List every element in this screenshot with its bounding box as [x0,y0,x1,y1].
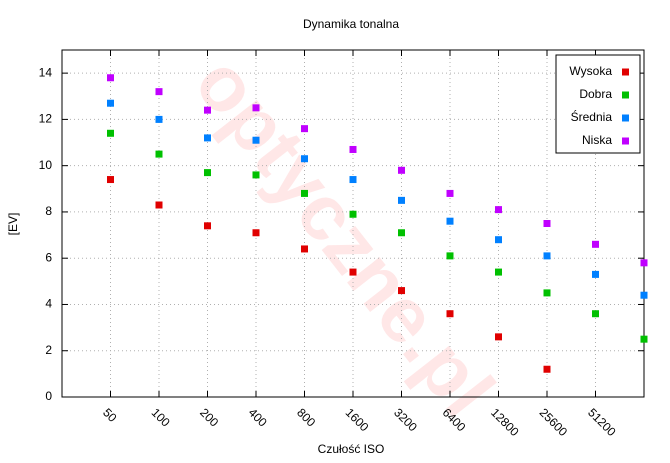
point [495,236,502,244]
point [252,104,260,112]
point [107,176,114,184]
y-axis-label: [EV] [6,213,20,236]
legend-label: Wysoka [569,64,612,78]
x-tick-label: 12800 [488,405,522,439]
point [543,252,551,260]
point [398,287,405,295]
point [349,145,357,153]
y-tick-label: 12 [39,112,53,126]
point [446,189,454,197]
point [252,229,260,237]
point [592,240,599,248]
point [301,189,308,197]
point [398,196,405,204]
legend-label: Niska [582,133,612,147]
x-tick-label: 25600 [537,405,571,439]
y-tick-label: 0 [45,389,52,403]
legend-label: Dobra [579,87,612,101]
plot-frame [61,49,645,398]
legend-swatch [622,114,629,122]
y-tick-label: 14 [39,65,53,79]
point [301,245,308,253]
point [398,166,405,174]
point [107,129,114,137]
point [155,115,163,123]
y-tick-label: 6 [45,250,52,264]
point [155,150,163,158]
chart-title: Dynamika tonalna [303,17,399,31]
point [107,99,114,107]
x-axis-label: Czułość ISO [318,442,385,456]
point [349,268,357,276]
legend-label: Średnia [571,109,613,124]
x-tick-label: 3200 [391,405,420,434]
y-tick-label: 8 [45,204,52,218]
y-tick-label: 4 [45,297,52,311]
point [592,270,599,278]
x-tick-label: 1600 [343,405,372,434]
point [592,310,599,318]
legend-swatch [622,137,629,145]
legend-swatch [622,91,629,99]
x-tick-label: 400 [246,405,270,429]
x-tick-label: 50 [100,405,120,425]
point [640,291,648,299]
point [398,229,405,237]
point [543,220,551,227]
x-tick-label: 51200 [585,405,619,439]
point [446,217,454,225]
point [204,134,211,142]
point [446,252,454,260]
point [446,310,454,318]
y-tick-label: 10 [39,158,53,172]
x-tick-label: 100 [149,405,173,429]
point [640,335,648,343]
point [155,201,163,209]
point [543,365,551,373]
point [252,171,260,179]
point [495,333,502,341]
point [301,155,308,163]
point [640,259,648,267]
point [155,88,163,96]
point [204,106,211,114]
legend-swatch [622,68,629,76]
point [543,289,551,297]
watermark: optyczne.pl [178,40,511,432]
point [107,74,114,82]
point [204,222,211,230]
x-tick-label: 800 [294,405,318,429]
point [495,206,502,214]
point [301,125,308,133]
x-tick-label: 200 [197,405,221,429]
point [204,169,211,177]
point [495,268,502,276]
point [252,136,260,144]
point [349,176,357,184]
point [349,210,357,218]
y-tick-label: 2 [45,343,52,357]
